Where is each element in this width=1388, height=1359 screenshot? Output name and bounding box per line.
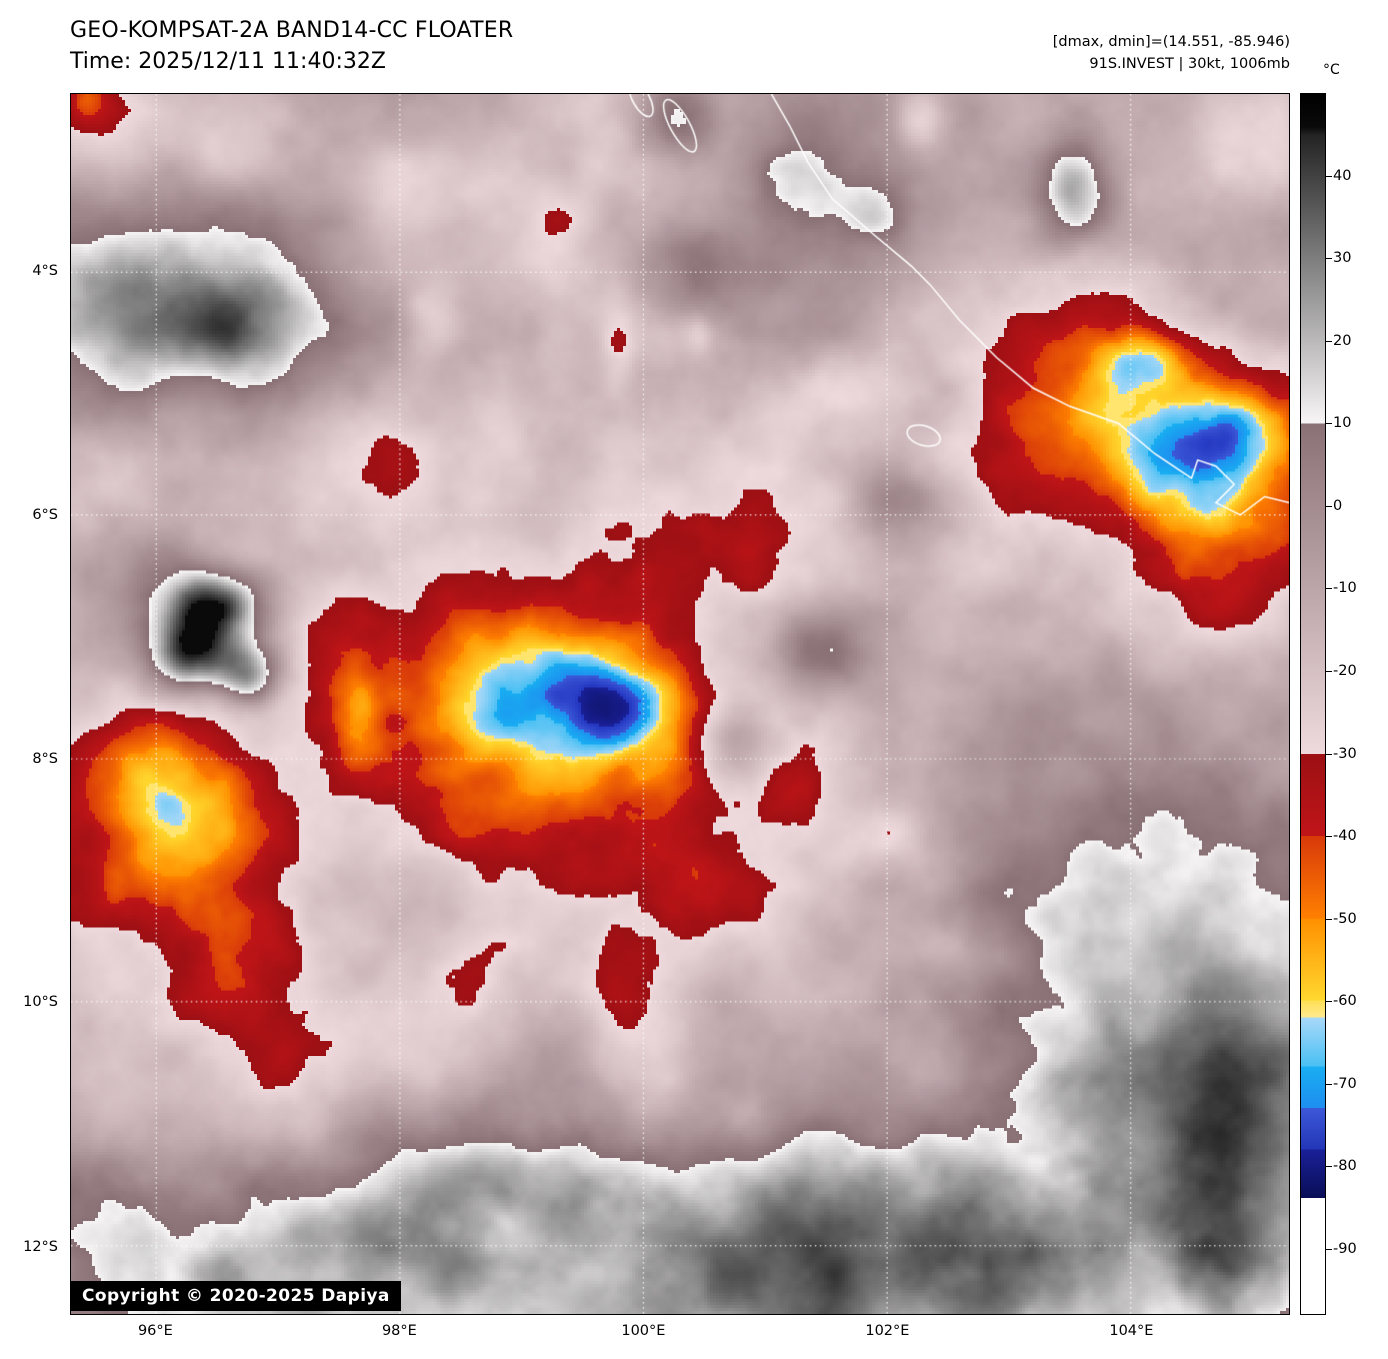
longitude-label: 98°E [381,1323,417,1339]
longitude-label: 104°E [1109,1323,1154,1339]
colorbar-tick-label: 20 [1333,333,1352,350]
latitude-label: 4°S [32,263,58,280]
latitude-label: 8°S [32,750,58,767]
colorbar-tick-label: 10 [1333,414,1352,431]
colorbar-tick-label: 30 [1333,249,1352,266]
colorbar-tick-label: -10 [1333,579,1357,596]
longitude-label: 96°E [137,1323,173,1339]
colorbar-tickmark [1326,1084,1332,1086]
colorbar-tick-label: -60 [1333,992,1357,1009]
dmax-dmin-readout: [dmax, dmin]=(14.551, -85.946) [1052,34,1290,50]
colorbar-tick-label: -70 [1333,1076,1357,1093]
colorbar-tickmark [1326,1165,1332,1168]
satellite-map-area: Copyright © 2020-2025 Dapiya [70,93,1290,1315]
colorbar-tick-label: 40 [1333,168,1352,185]
longitude-label: 100°E [621,1323,666,1339]
colorbar-tickmark [1326,1000,1332,1003]
colorbar-tickmark [1326,506,1332,508]
colorbar-tickmark [1326,754,1332,756]
colorbar-tick-label: -30 [1333,746,1357,763]
image-timestamp: Time: 2025/12/11 11:40:32Z [70,49,386,74]
colorbar-tick-label: -80 [1333,1157,1357,1174]
colorbar-tick-label: -90 [1333,1241,1357,1257]
colorbar-tick-label: -20 [1333,663,1357,679]
colorbar-tickmark [1326,587,1332,590]
storm-info: 91S.INVEST | 30kt, 1006mb [1089,56,1290,72]
colorbar-tickmark [1326,257,1332,260]
latitude-label: 6°S [32,506,58,523]
colorbar-tickmark [1326,919,1332,921]
colorbar-tickmark [1326,422,1332,425]
page-title: GEO-KOMPSAT-2A BAND14-CC FLOATER [70,18,514,43]
colorbar-tickmark [1326,341,1332,343]
copyright-badge: Copyright © 2020-2025 Dapiya [71,1281,401,1311]
temperature-colorbar [1300,93,1326,1315]
colorbar-tickmark [1326,835,1332,838]
colorbar-tick-label: -50 [1333,911,1357,928]
grid-coastline-overlay [71,94,1289,1314]
colorbar-tick-label: 0 [1333,498,1343,515]
colorbar-tickmark [1326,176,1332,178]
colorbar-unit-label: °C [1323,62,1340,78]
latitude-label: 12°S [23,1238,58,1255]
colorbar-tick-label: -40 [1333,827,1357,844]
latitude-label: 10°S [23,994,58,1011]
colorbar-tickmark [1326,1249,1332,1251]
longitude-label: 102°E [865,1323,910,1339]
colorbar-tickmark [1326,671,1332,673]
